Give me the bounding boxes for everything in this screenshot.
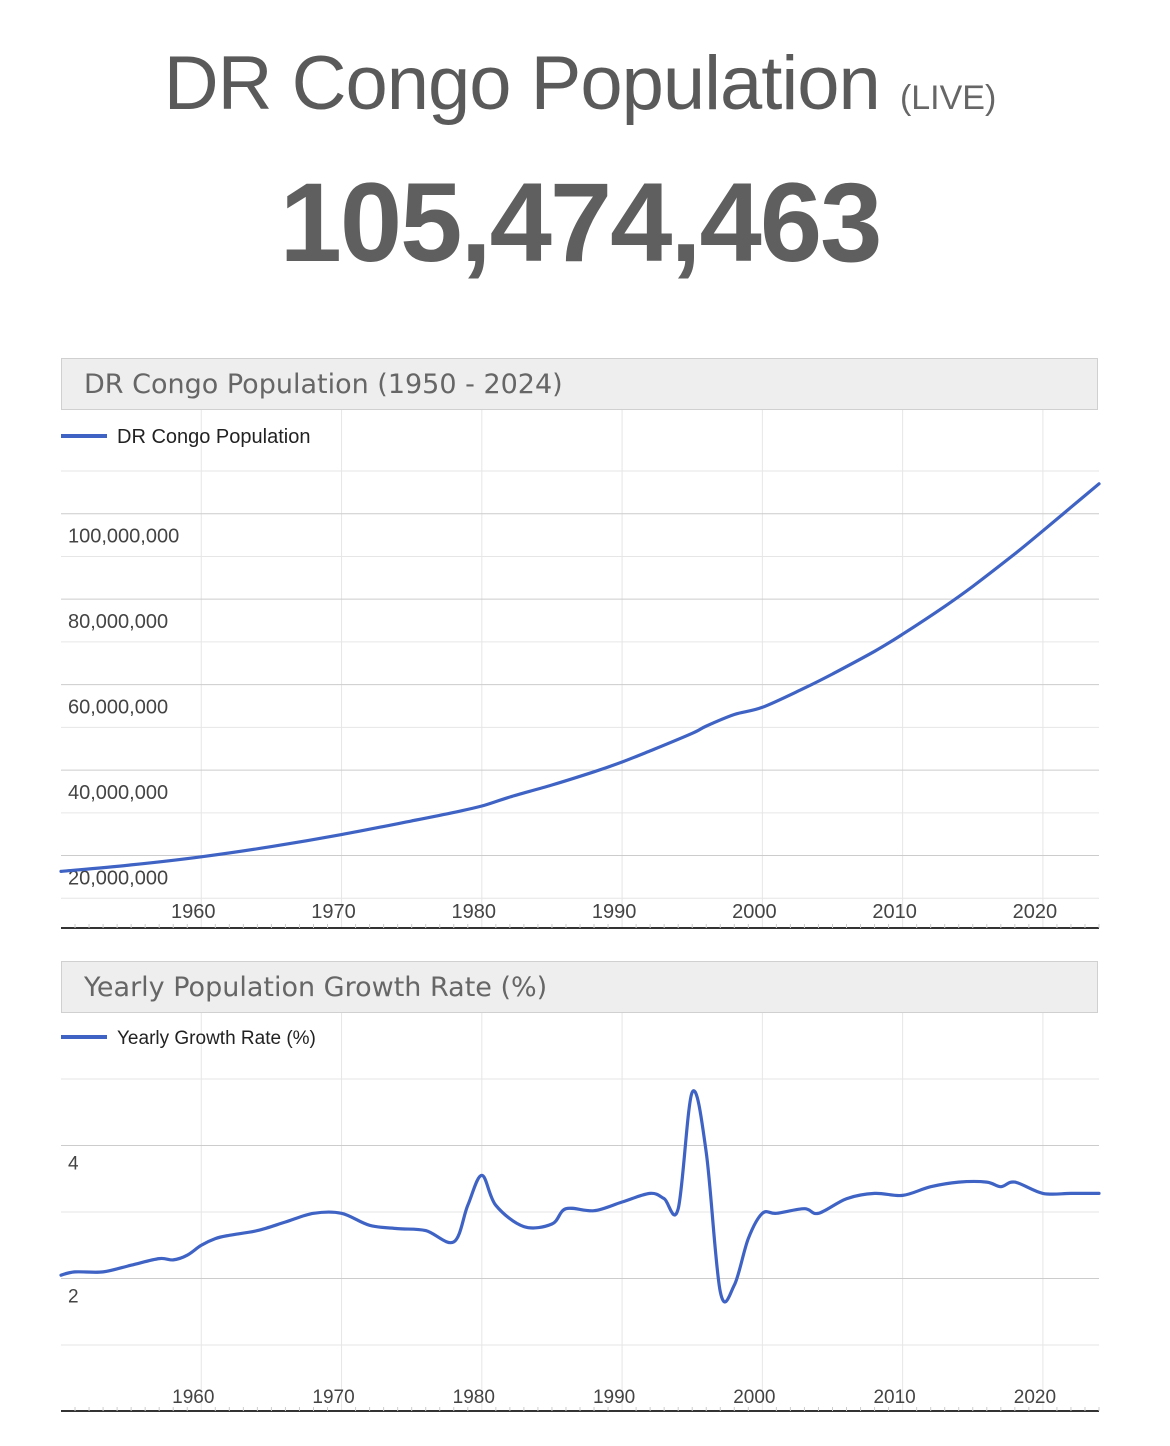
live-population-counter: 105,474,463 (279, 160, 883, 285)
pop-y-tick-label: 20,000,000 (68, 868, 168, 890)
growth-x-tick-label: 2010 (873, 1387, 915, 1408)
growth-x-tick-label: 2000 (733, 1387, 775, 1408)
pop-x-tick-label: 2020 (1013, 901, 1058, 923)
pop-x-tick-label: 2000 (732, 901, 777, 923)
pop-y-tick-label: 40,000,000 (68, 782, 168, 804)
population-chart: 20,000,000 40,000,000 60,000,000 80,000,000… (59, 410, 1101, 929)
growth-y-tick-label: 2 (68, 1287, 79, 1308)
growth-chart-header: Yearly Population Growth Rate (%) (61, 961, 1098, 1013)
pop-series-line (59, 482, 1101, 873)
growth-rate-chart: 2 4 1960 1970 1980 1990 2000 2010 2020 Yearly Gro… (59, 1013, 1101, 1412)
growth-x-tick-label: 2020 (1014, 1387, 1056, 1408)
pop-x-tick-label: 2010 (872, 901, 917, 923)
growth-y-tick-label: 4 (68, 1154, 79, 1175)
pop-y-tick-label: 100,000,000 (68, 526, 179, 548)
live-tag: (LIVE) (899, 79, 997, 117)
pop-x-tick-label: 1980 (452, 901, 497, 923)
growth-x-tick-label: 1980 (453, 1387, 495, 1408)
growth-x-tick-label: 1960 (172, 1387, 214, 1408)
growth-x-tick-label: 1970 (312, 1387, 354, 1408)
growth-series-line (59, 1089, 1101, 1304)
pop-y-tick-label: 60,000,000 (68, 697, 168, 719)
growth-x-tick-label: 1990 (593, 1387, 635, 1408)
page-title: DR Congo Population (LIVE) (0, 40, 1160, 127)
pop-x-tick-label: 1990 (592, 901, 637, 923)
pop-x-tick-label: 1960 (171, 901, 216, 923)
pop-legend-label: DR Congo Population (117, 426, 310, 448)
page-title-text: DR Congo Population (163, 41, 881, 126)
pop-y-tick-label: 80,000,000 (68, 611, 168, 633)
population-chart-header: DR Congo Population (1950 - 2024) (61, 358, 1098, 410)
pop-x-tick-label: 1970 (311, 901, 356, 923)
growth-legend-label: Yearly Growth Rate (%) (117, 1028, 316, 1049)
